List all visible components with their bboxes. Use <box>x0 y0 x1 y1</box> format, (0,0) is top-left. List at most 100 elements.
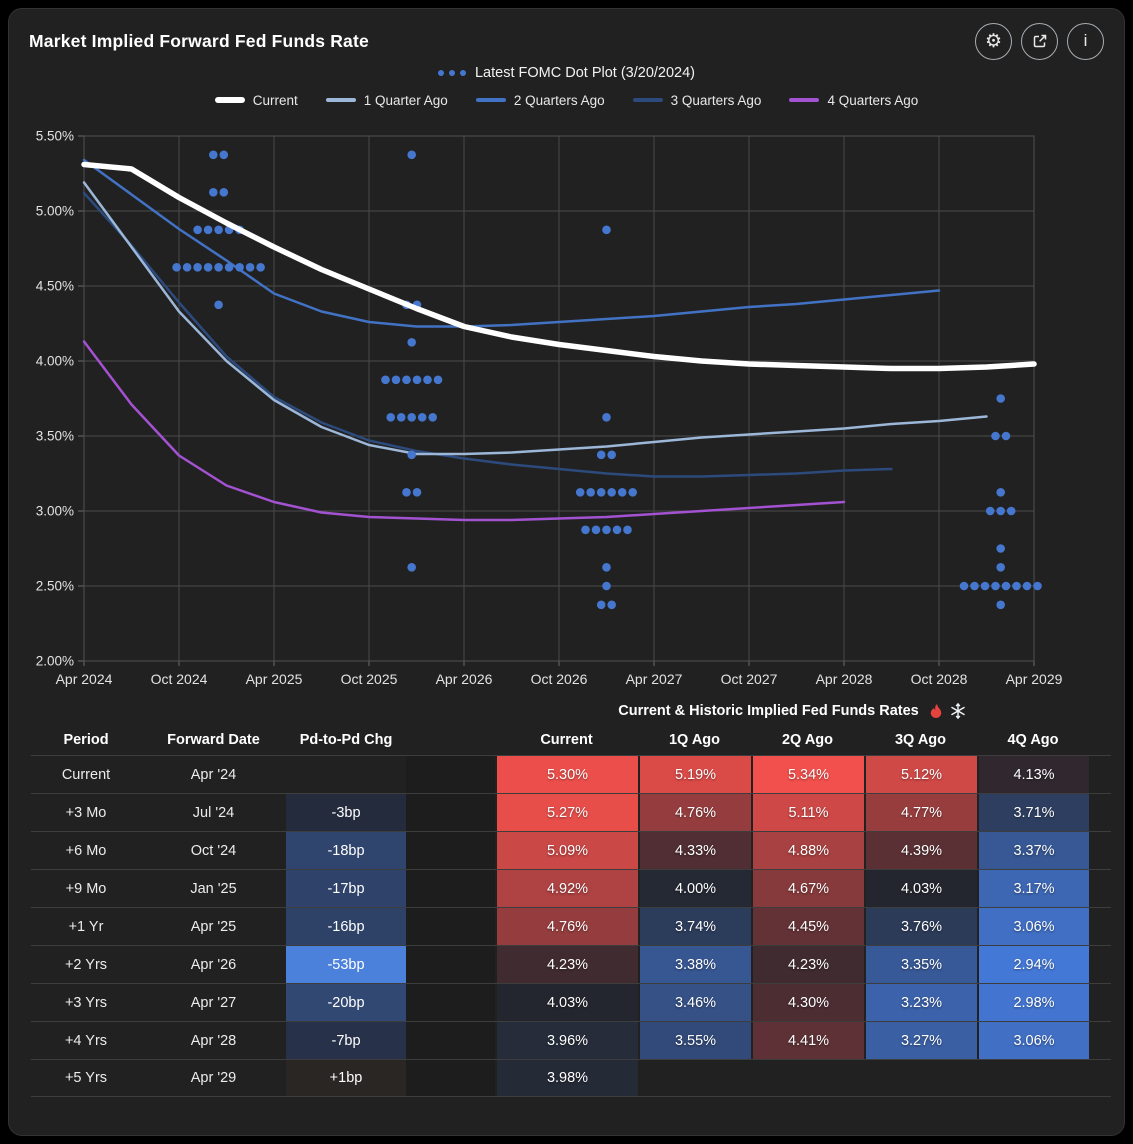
period-cell: +6 Mo <box>65 842 107 859</box>
rate-cell-2q-ago <box>751 1060 864 1096</box>
fomc-dot <box>612 525 622 535</box>
heat-title-row: Current & Historic Implied Fed Funds Rat… <box>9 697 1126 725</box>
chg-cell: -7bp <box>286 1022 406 1059</box>
col-header-chg: Pd-to-Pd Chg <box>299 732 393 748</box>
chg-cell: -3bp <box>286 794 406 831</box>
rates-table: Current & Historic Implied Fed Funds Rat… <box>9 697 1126 1097</box>
period-cell: +1 Yr <box>68 918 104 935</box>
rate-cell-current: 4.23% <box>495 946 638 983</box>
fomc-dot <box>602 225 611 235</box>
rate-cell-1q-ago <box>638 1060 751 1096</box>
fomc-dot <box>985 506 995 516</box>
table-row-4-yrs: +4 Yrs Apr '28 -7bp 3.96% 3.55% 4.41% 3.27% 3.0… <box>31 1021 1111 1059</box>
fomc-dot <box>591 525 601 535</box>
gap-cell <box>406 756 495 793</box>
rate-cell-1q-ago: 5.19% <box>638 756 751 793</box>
fomc-dot <box>1033 581 1042 591</box>
gap-cell <box>406 984 495 1021</box>
fomc-dot <box>628 488 637 497</box>
table-row-3-yrs: +3 Yrs Apr '27 -20bp 4.03% 3.46% 4.30% 3.23% 2.… <box>31 983 1111 1021</box>
chg-cell: -17bp <box>286 870 406 907</box>
rate-cell-1q-ago: 3.74% <box>638 908 751 945</box>
period-cell: +9 Mo <box>65 880 107 897</box>
table-row-3-mo: +3 Mo Jul '24 -3bp 5.27% 4.76% 5.11% 4.77% 3.71… <box>31 793 1111 831</box>
fomc-dot <box>386 413 396 422</box>
col-header-forward-date: Forward Date <box>167 732 260 748</box>
legend-item-2-quarters-ago[interactable]: 2 Quarters Ago <box>475 93 605 108</box>
x-axis-label: Oct 2024 <box>151 671 208 687</box>
forward-date-cell: Apr '26 <box>190 956 237 973</box>
rate-cell-3q-ago: 3.23% <box>864 984 977 1021</box>
fomc-dot <box>407 563 417 572</box>
legend-item-3-quarters-ago[interactable]: 3 Quarters Ago <box>632 93 761 108</box>
rate-cell-1q-ago: 4.33% <box>638 832 751 869</box>
heat-table-title-text: Current & Historic Implied Fed Funds Rat… <box>618 703 919 719</box>
heat-table-title: Current & Historic Implied Fed Funds Rat… <box>495 703 1089 719</box>
forward-date-cell: Apr '28 <box>190 1032 237 1049</box>
table-row-1-yr: +1 Yr Apr '25 -16bp 4.76% 3.74% 4.45% 3.76% 3.0… <box>31 907 1111 945</box>
chg-cell: -53bp <box>286 946 406 983</box>
legend-item-1-quarter-ago[interactable]: 1 Quarter Ago <box>325 92 448 108</box>
fomc-dot <box>224 263 234 272</box>
rate-cell-4q-ago: 4.13% <box>977 756 1089 793</box>
legend-label: 4 Quarters Ago <box>827 92 919 108</box>
external-link-icon <box>1033 34 1046 48</box>
table-body: Current Apr '24 5.30% 5.19% 5.34% 5.12% 4.13% +… <box>9 755 1126 1097</box>
fomc-dot <box>617 488 627 497</box>
open-external-button[interactable] <box>1021 22 1058 60</box>
rate-cell-1q-ago: 3.38% <box>638 946 751 983</box>
series-line-3-quarters-ago <box>82 191 893 478</box>
dot-plot-legend-label: Latest FOMC Dot Plot (3/20/2024) <box>474 65 695 81</box>
snowflake-icon <box>950 703 965 719</box>
forward-date-cell: Apr '27 <box>190 994 237 1011</box>
table-header-row: Period Forward Date Pd-to-Pd Chg Current… <box>31 725 1111 755</box>
series-line-1-quarter-ago <box>82 181 988 456</box>
x-axis-label: Apr 2026 <box>436 671 493 687</box>
fomc-dot <box>596 488 606 497</box>
fomc-dot <box>172 263 181 272</box>
rate-cell-2q-ago: 4.67% <box>751 870 864 907</box>
legend-swatch-icon <box>789 98 820 102</box>
gap-cell <box>406 794 495 831</box>
y-axis-label: 4.50% <box>36 279 74 294</box>
x-axis-label: Apr 2025 <box>246 671 303 687</box>
rate-cell-4q-ago: 2.98% <box>977 984 1089 1021</box>
fomc-dot <box>214 225 223 235</box>
header: Market Implied Forward Fed Funds Rate ⚙ … <box>9 9 1124 61</box>
rate-cell-2q-ago: 4.41% <box>751 1022 864 1059</box>
table-row-2-yrs: +2 Yrs Apr '26 -53bp 4.23% 3.38% 4.23% 3.35% 2.… <box>31 945 1111 983</box>
fomc-dot <box>209 188 218 197</box>
settings-button[interactable]: ⚙ <box>975 22 1012 60</box>
fomc-dot <box>996 394 1005 403</box>
legend-label: 1 Quarter Ago <box>363 92 448 108</box>
legend-item-4-quarters-ago[interactable]: 4 Quarters Ago <box>789 93 918 108</box>
fomc-dot <box>1012 581 1021 591</box>
fomc-dot-plot-legend[interactable]: Latest FOMC Dot Plot (3/20/2024) <box>9 61 1124 85</box>
rate-cell-current: 3.98% <box>495 1060 638 1096</box>
fomc-dot <box>996 544 1005 553</box>
rate-cell-1q-ago: 3.46% <box>638 984 751 1021</box>
forward-date-cell: Oct '24 <box>190 842 237 859</box>
widget-card: Market Implied Forward Fed Funds Rate ⚙ … <box>8 8 1125 1136</box>
rate-cell-4q-ago: 3.17% <box>977 870 1089 907</box>
fomc-dot <box>391 375 401 385</box>
gap-cell <box>406 908 495 945</box>
legend-item-current[interactable]: Current <box>214 93 298 108</box>
fomc-dot <box>402 375 411 385</box>
fomc-dot <box>193 263 202 272</box>
fomc-dot <box>602 563 611 572</box>
rate-cell-4q-ago: 3.06% <box>977 908 1089 945</box>
info-button[interactable]: i <box>1067 22 1104 60</box>
fomc-dot <box>214 263 223 272</box>
fomc-dot <box>402 488 411 497</box>
fomc-dot <box>407 150 417 160</box>
fomc-dot <box>602 581 611 591</box>
gap-cell <box>406 946 495 983</box>
y-axis-label: 5.50% <box>36 129 74 144</box>
forward-rate-chart: 5.50% 5.00% 4.50% 4.00% 3.50% 3.00% 2.50% 2.00%… <box>36 129 1063 688</box>
series-line-current <box>81 161 1037 372</box>
fomc-dot <box>1001 581 1011 591</box>
rate-cell-3q-ago: 5.12% <box>864 756 977 793</box>
fomc-dot <box>428 413 438 422</box>
rate-cell-2q-ago: 4.45% <box>751 908 864 945</box>
